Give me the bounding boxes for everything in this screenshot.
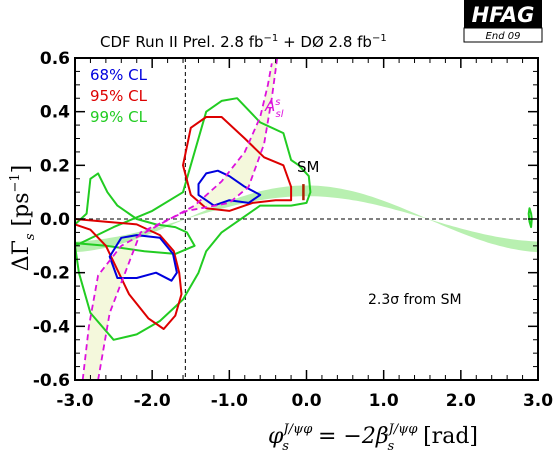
y-tick-label: 0.0 [40,210,70,230]
contour-68cl-2 [108,234,178,282]
x-tick-label: -1.0 [211,391,248,411]
header-title: CDF Run II Prel. 2.8 fb−1 + DØ 2.8 fb−1 [100,33,387,51]
y-axis-label: ΔΓs [ps−1] [8,165,38,272]
asl-label: As sl [264,97,284,120]
contour-99cl-3 [527,207,533,229]
asl-region [82,58,278,380]
contour-99cl-1 [75,97,312,341]
y-tick-label: 0.2 [40,156,70,176]
x-tick-label: -3.0 [56,391,93,411]
x-axis-label: φJ/ψφ s = −2βJ/ψφ s [rad] [268,422,478,454]
hfag-logo: HFAG End 09 [463,0,543,43]
significance-annotation: 2.3σ from SM [368,292,462,308]
y-tick-label: 0.6 [40,49,70,69]
legend-entry: 68% CL [90,66,148,84]
y-tick-label: -0.4 [33,317,70,337]
contour-68cl-1 [197,169,262,207]
hfag-logo-text: HFAG [472,3,535,27]
sm-label: SM [297,158,319,176]
y-tick-label: -0.6 [33,371,70,391]
contour-95cl-1 [182,116,293,212]
contour-95cl-2 [75,218,183,330]
hfag-logo-subtext: End 09 [486,31,521,42]
contour-99cl-2 [75,172,196,255]
x-tick-label: 0.0 [291,391,321,411]
asl-curve-2 [97,58,279,380]
y-tick-label: -0.2 [33,264,70,284]
y-tick-label: 0.4 [40,103,70,123]
x-tick-label: 2.0 [446,391,476,411]
x-tick-label: 3.0 [523,391,553,411]
x-tick-label: 1.0 [369,391,399,411]
legend-entry: 95% CL [90,87,148,105]
legend-entry: 99% CL [90,108,148,126]
x-tick-label: -2.0 [134,391,171,411]
